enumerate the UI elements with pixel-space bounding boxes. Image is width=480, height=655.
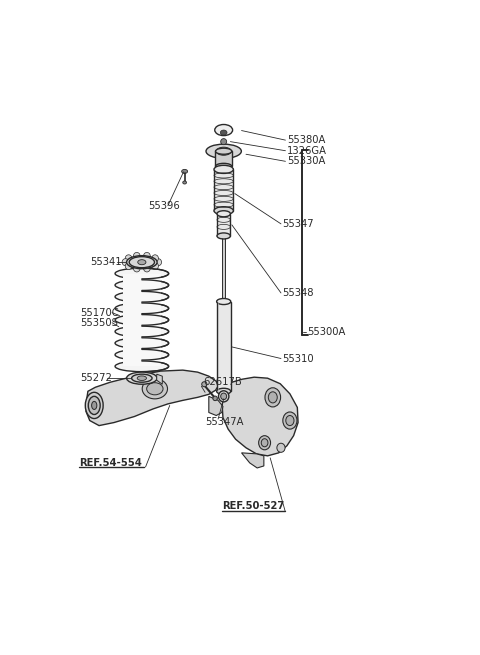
Ellipse shape (142, 379, 168, 399)
Ellipse shape (202, 382, 207, 386)
Ellipse shape (286, 415, 294, 426)
Ellipse shape (125, 255, 132, 262)
Ellipse shape (268, 392, 277, 403)
Text: 62617B: 62617B (203, 377, 242, 387)
Ellipse shape (147, 383, 163, 395)
Polygon shape (156, 374, 162, 384)
Ellipse shape (183, 181, 186, 184)
Bar (214, 170, 233, 211)
Text: REF.54-554: REF.54-554 (79, 458, 142, 468)
Ellipse shape (122, 259, 129, 266)
Text: 55396: 55396 (148, 200, 180, 211)
Ellipse shape (215, 124, 233, 136)
Text: 1326GA: 1326GA (287, 145, 327, 156)
Ellipse shape (152, 263, 158, 270)
Polygon shape (241, 453, 264, 468)
Ellipse shape (216, 388, 231, 394)
Ellipse shape (92, 402, 97, 409)
Polygon shape (86, 370, 218, 426)
Ellipse shape (214, 207, 233, 215)
Ellipse shape (115, 303, 168, 314)
Ellipse shape (85, 392, 103, 419)
Ellipse shape (217, 211, 230, 217)
Ellipse shape (127, 255, 157, 269)
Ellipse shape (133, 265, 140, 272)
Ellipse shape (214, 165, 233, 174)
Ellipse shape (127, 372, 157, 384)
Ellipse shape (88, 396, 100, 415)
Ellipse shape (216, 299, 231, 305)
Ellipse shape (125, 263, 132, 270)
Ellipse shape (218, 391, 229, 402)
Ellipse shape (277, 443, 285, 453)
Ellipse shape (133, 252, 140, 259)
Ellipse shape (155, 259, 162, 266)
Ellipse shape (132, 374, 152, 383)
Text: 55300A: 55300A (307, 327, 346, 337)
Text: 55347A: 55347A (205, 417, 243, 426)
Ellipse shape (261, 439, 268, 447)
Ellipse shape (213, 396, 217, 401)
Ellipse shape (144, 265, 150, 272)
Ellipse shape (115, 338, 168, 348)
Polygon shape (209, 396, 223, 415)
Text: REF.50-527: REF.50-527 (222, 501, 284, 512)
Ellipse shape (129, 257, 155, 268)
Ellipse shape (206, 144, 241, 159)
Ellipse shape (115, 314, 168, 326)
Bar (222, 238, 225, 301)
Ellipse shape (115, 349, 168, 360)
Ellipse shape (216, 147, 231, 155)
Ellipse shape (137, 376, 146, 381)
Text: 55330A: 55330A (287, 157, 325, 166)
Bar (217, 214, 230, 236)
Ellipse shape (221, 393, 227, 400)
Ellipse shape (181, 170, 188, 174)
Ellipse shape (216, 163, 232, 170)
Ellipse shape (138, 259, 146, 265)
Text: 55272: 55272 (81, 373, 112, 383)
Ellipse shape (115, 280, 168, 290)
Text: 55348: 55348 (282, 288, 314, 298)
Ellipse shape (115, 291, 168, 302)
Ellipse shape (220, 130, 227, 135)
Text: 55347: 55347 (282, 219, 314, 229)
Text: 55310: 55310 (282, 354, 314, 364)
Ellipse shape (115, 268, 168, 279)
Text: 55380A: 55380A (287, 135, 325, 145)
Ellipse shape (283, 412, 297, 429)
Ellipse shape (221, 139, 227, 145)
Ellipse shape (152, 255, 158, 262)
Ellipse shape (265, 388, 281, 407)
Text: 55350S: 55350S (80, 318, 118, 328)
Ellipse shape (259, 436, 271, 450)
Ellipse shape (217, 233, 230, 239)
Bar (216, 301, 231, 391)
Ellipse shape (144, 252, 150, 259)
Ellipse shape (115, 326, 168, 337)
Polygon shape (222, 377, 298, 456)
Text: 55170C: 55170C (80, 308, 119, 318)
Ellipse shape (216, 148, 232, 155)
Ellipse shape (115, 361, 168, 371)
Bar (216, 151, 232, 166)
Text: 55341: 55341 (91, 257, 122, 267)
Bar (122, 274, 161, 366)
